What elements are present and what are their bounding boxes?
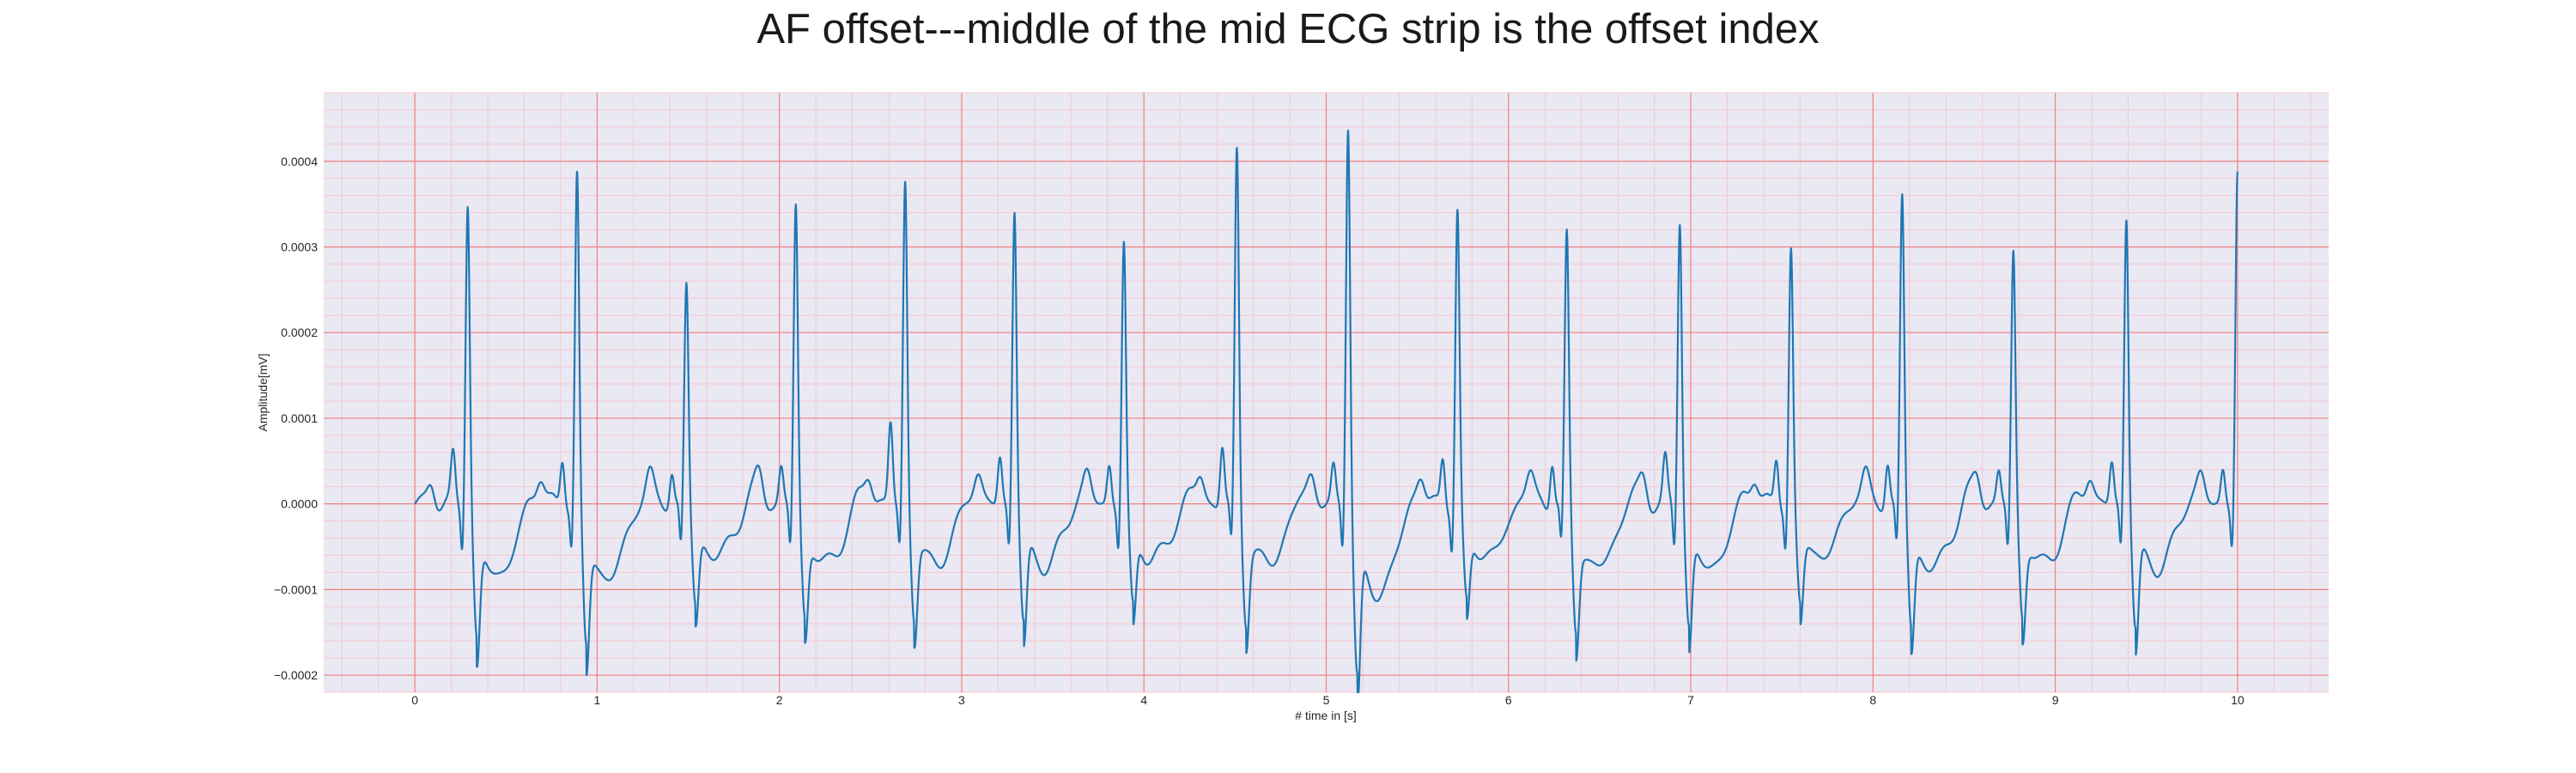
y-axis-ticks: −0.0002 −0.0001 0.0000 0.0001 0.0002 0.0003 0.… bbox=[274, 155, 318, 682]
x-tick-label: 8 bbox=[1869, 693, 1876, 707]
x-tick-label: 3 bbox=[958, 693, 965, 707]
chart-title: AF offset---middle of the mid ECG strip … bbox=[756, 6, 1820, 52]
y-tick-label: −0.0002 bbox=[274, 668, 318, 682]
x-tick-label: 5 bbox=[1323, 693, 1330, 707]
y-tick-label: 0.0001 bbox=[281, 411, 318, 425]
x-axis-ticks: 0 1 2 3 4 5 6 7 8 9 10 bbox=[411, 693, 2245, 707]
y-tick-label: −0.0001 bbox=[274, 582, 318, 596]
x-tick-label: 0 bbox=[411, 693, 418, 707]
x-tick-label: 9 bbox=[2052, 693, 2059, 707]
ecg-series-line bbox=[414, 129, 2239, 694]
y-axis-label: Amplitude[mV] bbox=[256, 353, 270, 431]
major-grid bbox=[324, 93, 2329, 692]
x-tick-label: 1 bbox=[594, 693, 601, 707]
y-tick-label: 0.0003 bbox=[281, 240, 318, 253]
x-tick-label: 6 bbox=[1505, 693, 1512, 707]
y-tick-label: 0.0000 bbox=[281, 497, 318, 511]
x-tick-label: 2 bbox=[776, 693, 783, 707]
x-tick-label: 10 bbox=[2231, 693, 2245, 707]
y-tick-label: 0.0002 bbox=[281, 326, 318, 339]
y-tick-label: 0.0004 bbox=[281, 155, 318, 168]
x-tick-label: 4 bbox=[1140, 693, 1147, 707]
x-tick-label: 7 bbox=[1687, 693, 1694, 707]
x-axis-label: # time in [s] bbox=[1295, 709, 1357, 722]
